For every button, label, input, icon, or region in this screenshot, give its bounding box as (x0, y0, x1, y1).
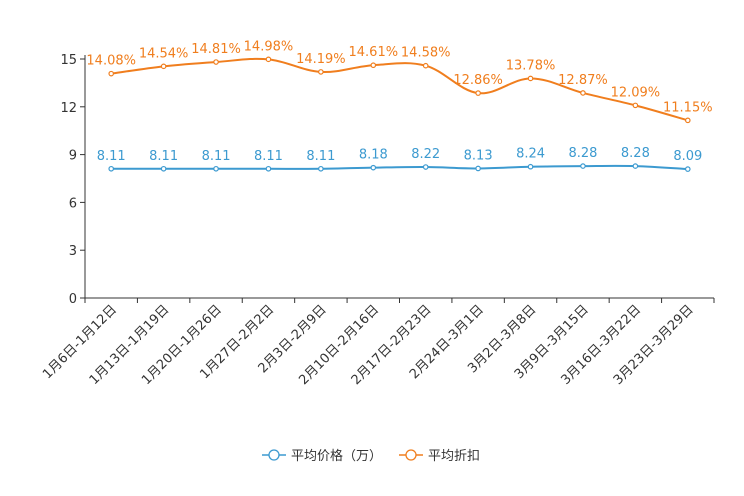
y-tick-label: 9 (69, 149, 77, 164)
y-tick-label: 15 (60, 53, 77, 68)
series-line-1 (111, 57, 689, 122)
data-label: 14.61% (349, 45, 399, 60)
legend-item-0[interactable]: 平均价格（万） (262, 448, 382, 464)
data-point (318, 165, 324, 172)
legend-label: 平均价格（万） (291, 448, 382, 464)
data-point (475, 165, 481, 172)
legend-marker-icon (405, 449, 417, 461)
data-point (160, 165, 167, 172)
data-point (370, 164, 377, 171)
data-point (213, 165, 219, 172)
data-label: 8.11 (97, 149, 126, 164)
data-label: 12.87% (558, 73, 608, 88)
data-label: 8.22 (411, 147, 440, 162)
data-point (213, 59, 219, 65)
data-point (684, 117, 691, 124)
data-point (265, 56, 272, 63)
data-point (108, 165, 115, 172)
data-label: 8.28 (568, 146, 597, 161)
data-label: 8.11 (254, 149, 283, 164)
data-label: 14.08% (86, 54, 136, 69)
data-label: 8.28 (621, 146, 650, 161)
y-tick-label: 12 (60, 101, 77, 116)
legend-marker-icon (268, 449, 280, 461)
data-label: 14.19% (296, 52, 346, 67)
data-point (684, 166, 691, 172)
series-lines (108, 56, 691, 172)
series-line-0 (111, 164, 688, 171)
data-label: 8.18 (359, 148, 388, 163)
data-point (475, 90, 481, 96)
data-label: 8.11 (149, 149, 178, 164)
data-label: 14.58% (401, 46, 451, 61)
axes: 036912151月6日-1月12日1月13日-1月19日1月20日-1月26日… (40, 53, 715, 388)
data-label: 14.98% (244, 39, 294, 54)
data-label: 8.09 (673, 149, 702, 164)
data-point (632, 102, 639, 109)
legend-item-1[interactable]: 平均折扣 (399, 449, 480, 464)
data-point (632, 163, 639, 169)
y-tick-label: 0 (69, 292, 77, 307)
y-tick-label: 3 (69, 244, 77, 259)
data-label: 8.13 (464, 148, 493, 163)
data-labels: 8.11 8.11 8.11 8.11 8.11 8.18 8.22 8.13 8.24 8.28… (86, 39, 712, 164)
data-point (370, 62, 377, 69)
data-point (580, 163, 586, 169)
data-label: 8.11 (306, 149, 335, 164)
data-label: 14.54% (139, 46, 189, 61)
y-tick-label: 6 (69, 196, 77, 211)
data-point (318, 69, 324, 75)
data-label: 14.81% (191, 42, 241, 57)
data-point (160, 63, 167, 70)
data-point (422, 164, 429, 170)
legend-label: 平均折扣 (428, 449, 480, 464)
data-point (527, 75, 534, 82)
data-point (527, 163, 534, 170)
data-label: 8.24 (516, 147, 545, 162)
data-point (422, 62, 429, 69)
legend[interactable]: 平均价格（万） 平均折扣 (262, 448, 480, 464)
data-point (580, 90, 586, 96)
data-label: 12.09% (611, 85, 661, 100)
data-label: 12.86% (453, 73, 503, 88)
data-point (265, 165, 272, 172)
data-label: 11.15% (663, 100, 713, 115)
data-label: 13.78% (506, 58, 556, 73)
data-point (108, 70, 115, 77)
data-label: 8.11 (202, 149, 231, 164)
